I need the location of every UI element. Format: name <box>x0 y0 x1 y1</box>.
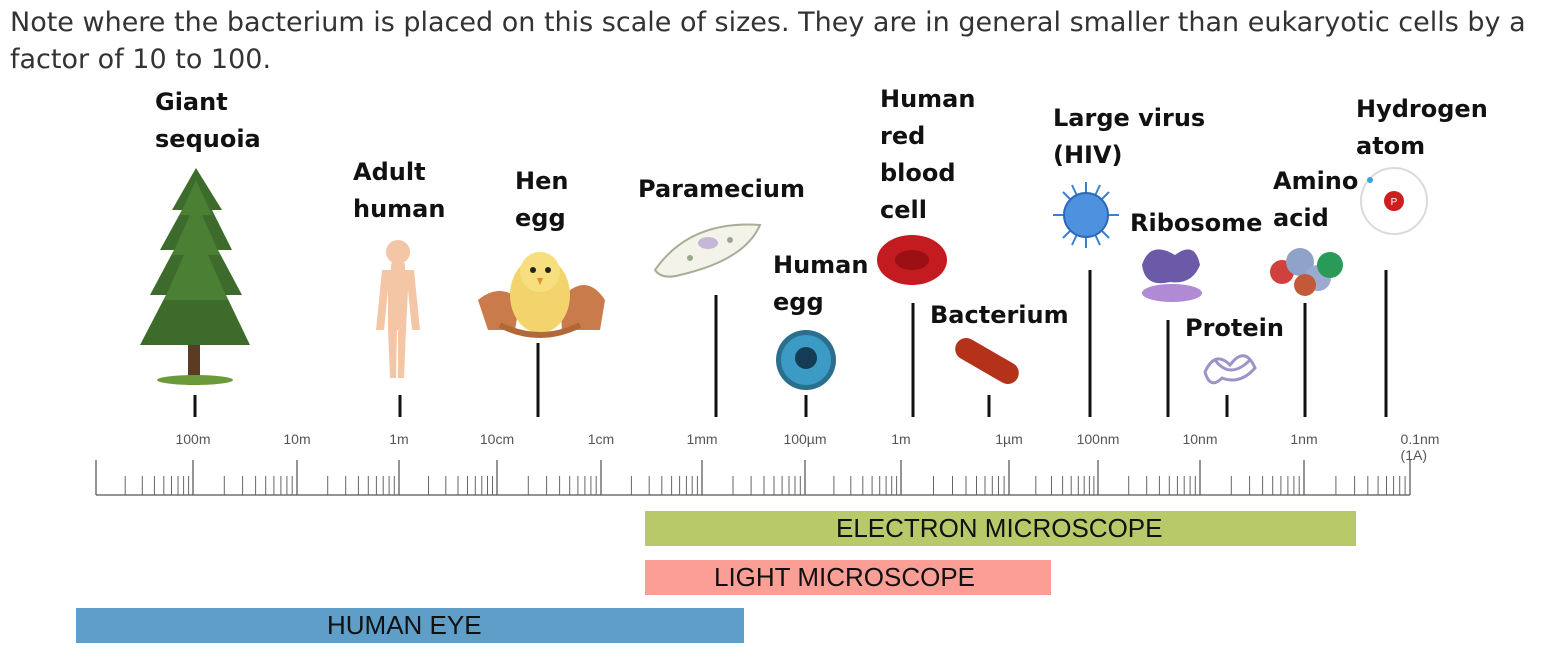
scale-label: 1m <box>389 431 409 447</box>
size-indicator-lines <box>193 270 1388 417</box>
label-human-egg: Human egg <box>773 251 869 316</box>
person-silhouette-icon <box>376 240 420 378</box>
virus-icon <box>1053 182 1119 248</box>
label-adult-human: Adult human <box>353 158 446 223</box>
scale-label: 1m <box>891 431 911 447</box>
label-human-red-blood-cell: Human red blood cell <box>880 85 976 224</box>
label-ribosome: Ribosome <box>1130 209 1263 237</box>
scale-label: 1nm <box>1290 431 1318 447</box>
human-eye-label: HUMAN EYE <box>327 610 482 640</box>
scale-label: 1µm <box>995 431 1023 447</box>
egg-cell-icon <box>776 330 836 390</box>
scale-label: 10cm <box>479 431 515 447</box>
caption: Note where the bacterium is placed on th… <box>10 7 1526 75</box>
amino-acid-molecule-icon <box>1270 248 1343 296</box>
label-giant-sequoia: Giant sequoia <box>155 88 261 153</box>
protein-icon <box>1203 354 1257 385</box>
scale-label: 100nm <box>1076 431 1120 447</box>
label-amino-acid: Amino acid <box>1273 167 1359 232</box>
hydrogen-atom-icon: P <box>1360 167 1428 235</box>
electron-microscope-bar: ELECTRON MICROSCOPE <box>645 511 1356 546</box>
label-bacterium: Bacterium <box>930 301 1069 329</box>
label-protein: Protein <box>1185 314 1284 342</box>
scale-label: 10m <box>283 431 311 447</box>
scale-label: 1cm <box>587 431 615 447</box>
scale-label: 10nm <box>1182 431 1218 447</box>
chick-in-egg-icon <box>478 252 605 338</box>
tree-icon <box>140 168 250 385</box>
label-hen-egg: Hen egg <box>515 167 569 232</box>
paramecium-icon <box>653 223 762 278</box>
log-ruler <box>95 460 1411 496</box>
bacterium-icon <box>955 338 1019 384</box>
light-microscope-bar: LIGHT MICROSCOPE <box>645 560 1051 595</box>
scale-label: 0.1nm (1A) <box>1400 431 1440 463</box>
scale-label: 100m <box>175 431 211 447</box>
proton-label: P <box>1391 197 1398 208</box>
scale-label: 100µm <box>783 431 827 447</box>
human-eye-bar: HUMAN EYE <box>76 608 744 643</box>
electron-microscope-label: ELECTRON MICROSCOPE <box>836 513 1163 543</box>
ribosome-icon <box>1142 249 1202 302</box>
label-hydrogen-atom: Hydrogen atom <box>1356 95 1488 160</box>
label-large-virus: Large virus (HIV) <box>1053 104 1206 169</box>
scale-label: 1mm <box>686 431 718 447</box>
light-microscope-label: LIGHT MICROSCOPE <box>714 562 976 592</box>
label-paramecium: Paramecium <box>638 175 806 203</box>
red-blood-cell-icon <box>877 235 947 285</box>
